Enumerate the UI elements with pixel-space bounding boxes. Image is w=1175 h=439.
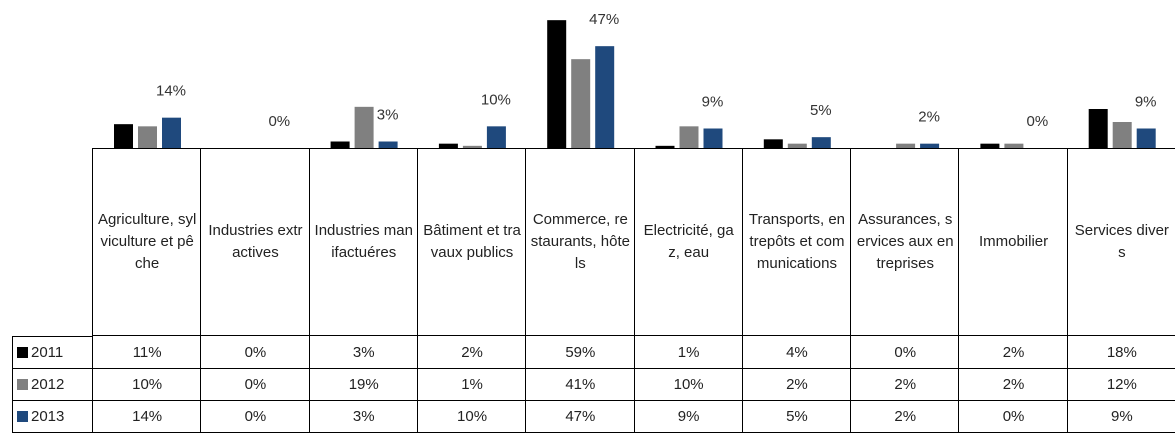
category-cell: Bâtiment et travaux publics [416,148,527,336]
category-cell: Immobilier [958,148,1068,336]
table-cell: 10% [92,368,202,401]
bar [920,143,940,148]
table-cell: 10% [633,368,743,401]
data-label: 9% [702,94,724,111]
data-label: 14% [156,83,186,100]
category-cell: Transports, entrepôts et communications [741,148,852,336]
bar [1136,128,1156,148]
data-label: 0% [1027,113,1049,130]
bar [138,126,157,148]
table-cell: 9% [1066,400,1175,433]
data-label: 9% [1135,94,1157,111]
data-label: 10% [481,91,511,108]
table-cell: 1% [416,368,527,401]
table-cell: 1% [633,336,743,369]
table-cell: 4% [741,336,852,369]
bar [462,145,482,148]
data-label: 3% [377,107,399,124]
table-cell: 47% [525,400,635,433]
bar [486,126,506,148]
data-label: 0% [268,113,290,130]
bar [354,106,374,148]
category-cell: Services divers [1066,148,1175,336]
category-cell: Electricité, gaz, eau [633,148,743,336]
table-cell: 18% [1066,336,1175,369]
bar [330,141,350,148]
table-cell: 11% [92,336,202,369]
bar [679,126,699,148]
legend-label: 2011 [31,344,64,361]
category-cell: Agriculture, sylviculture et pêche [92,148,202,336]
table-cell: 41% [525,368,635,401]
bar [980,143,1000,148]
legend-swatch [17,378,28,390]
plot: 14% 0% 3% 10% 47% 9% 5% 2% 0% 9% [114,11,1157,149]
legend-swatch [17,410,28,422]
bar [1088,109,1108,148]
legend-cell: 2013 [12,400,93,433]
legend-label: 2012 [31,375,65,393]
bar [114,124,133,148]
bar [595,46,615,148]
bar [703,128,723,148]
table-cell: 9% [633,400,743,433]
table-cell: 10% [416,400,527,433]
table-cell: 2% [958,368,1068,401]
bar [547,20,567,149]
table-cell: 3% [308,400,418,433]
table-cell: 0% [200,336,310,369]
table-cell: 14% [92,400,202,433]
table-cell: 2% [741,368,852,401]
legend-cell: 2011 [12,336,93,369]
table-cell: 2% [850,400,960,433]
table-cell: 3% [308,336,418,369]
data-label: 47% [589,11,619,28]
data-label: 5% [810,102,832,119]
bar [896,143,916,148]
table-cell: 2% [958,336,1068,369]
legend-swatch [17,347,28,358]
table-cell: 0% [850,336,960,369]
data-label: 2% [918,109,940,126]
table-cell: 5% [741,400,852,433]
bar [811,137,831,148]
table-cell: 2% [850,368,960,401]
category-cell: Assurances, services aux entreprises [850,148,960,336]
bar [787,143,807,148]
table-cell: 0% [958,400,1068,433]
bar [1112,122,1132,148]
table-cell: 2% [416,336,527,369]
bar [571,59,591,148]
category-cell: Industries manifactuéres [308,148,418,336]
table-cell: 19% [308,368,418,401]
bar [1004,143,1024,148]
bar [438,143,458,148]
legend-cell: 2012 [12,368,93,401]
bar [763,139,783,148]
category-cell: Industries extractives [200,148,310,336]
bar [162,117,181,148]
bar [378,141,398,148]
table-cell: 12% [1066,368,1175,401]
bar [655,145,675,148]
table-cell: 0% [200,368,310,401]
table-cell: 0% [200,400,310,433]
category-cell: Commerce, restaurants, hôtels [525,148,635,336]
table-cell: 59% [525,336,635,369]
legend-label: 2013 [31,407,65,425]
